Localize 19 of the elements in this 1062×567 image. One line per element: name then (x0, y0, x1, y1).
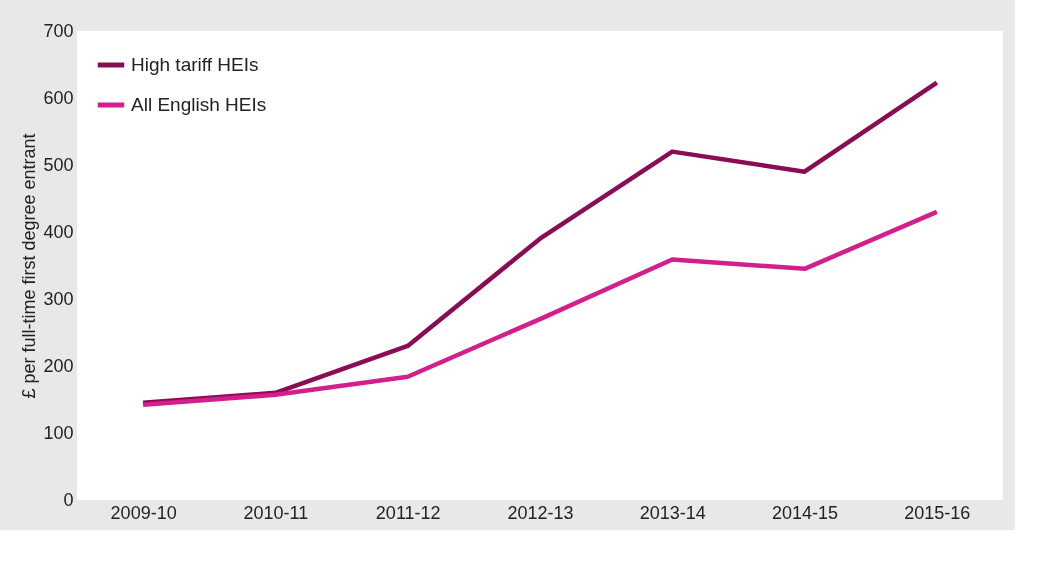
x-tick-label: 2013-14 (639, 502, 706, 523)
y-axis-title: £ per full-time first degree entrant (19, 133, 40, 399)
x-tick-label: 2015-16 (904, 502, 971, 523)
y-tick-label: 400 (43, 221, 74, 242)
legend-label: All English HEIs (131, 94, 267, 115)
x-tick-label: 2009-10 (110, 502, 177, 523)
y-tick-label: 600 (43, 87, 74, 108)
y-tick-label: 100 (43, 422, 74, 443)
x-tick-label: 2011-12 (375, 502, 441, 523)
y-tick-label: 200 (43, 355, 74, 376)
x-tick-label: 2014-15 (772, 502, 839, 523)
x-tick-label: 2010-11 (243, 502, 309, 523)
y-tick-label: 700 (43, 20, 74, 41)
legend-label: High tariff HEIs (131, 54, 259, 75)
y-tick-label: 0 (63, 489, 74, 510)
x-tick-label: 2012-13 (507, 502, 574, 523)
line-series (140, 209, 940, 408)
y-tick-label: 500 (43, 154, 74, 175)
y-tick-label: 300 (43, 288, 74, 309)
